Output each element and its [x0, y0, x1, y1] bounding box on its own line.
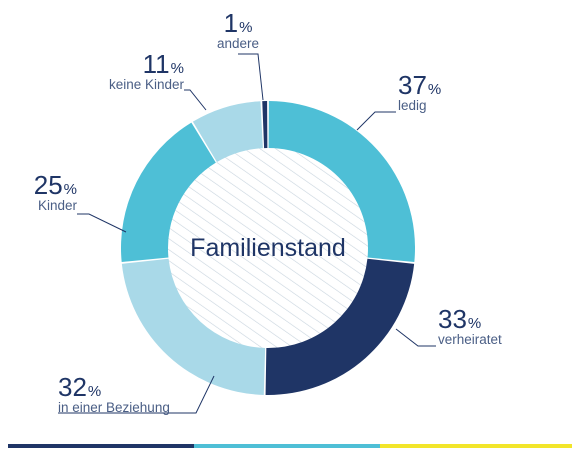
value-label-kinder: 25%: [34, 170, 77, 200]
footer-bar-3: [380, 444, 572, 448]
slice-verheiratet: [265, 258, 415, 396]
chart-title: Familienstand: [190, 234, 346, 262]
slice-in-einer-beziehung: [121, 258, 266, 395]
category-label-keine-kinder: keine Kinder: [109, 77, 185, 92]
leader-line-andere: [238, 53, 264, 101]
category-label-in-einer-beziehung: in einer Beziehung: [58, 400, 170, 415]
value-label-andere: 1%: [224, 8, 253, 38]
category-label-verheiratet: verheiratet: [438, 332, 502, 347]
category-label-kinder: Kinder: [38, 198, 78, 213]
slice-kinder: [121, 122, 216, 263]
slice-ledig: [268, 101, 415, 263]
slice-andere: [262, 101, 268, 149]
footer-bar-2: [194, 444, 380, 448]
donut-center: [168, 148, 368, 348]
leader-line-in-einer-beziehung: [58, 375, 215, 414]
category-label-andere: andere: [217, 36, 259, 51]
value-label-verheiratet: 33%: [438, 304, 481, 334]
value-label-in-einer-beziehung: 32%: [58, 372, 101, 402]
value-label-ledig: 37%: [398, 70, 441, 100]
footer-bar-1: [8, 444, 194, 448]
leader-line-ledig: [356, 111, 396, 131]
leader-line-verheiratet: [395, 328, 436, 347]
leader-line-kinder: [77, 213, 127, 233]
leader-line-keine-kinder: [184, 89, 207, 111]
category-label-ledig: ledig: [398, 98, 427, 113]
value-label-keine-kinder: 11%: [143, 49, 184, 79]
slice-keine-kinder: [192, 101, 263, 163]
